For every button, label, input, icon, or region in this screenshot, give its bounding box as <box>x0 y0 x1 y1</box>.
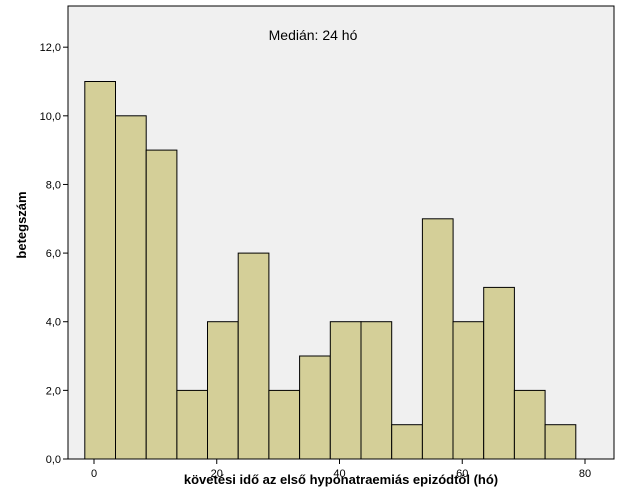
x-ticks-group: 0 20 40 60 80 <box>91 459 591 480</box>
histogram-bar <box>452 321 485 460</box>
histogram-bar <box>513 389 546 460</box>
x-tick-label: 80 <box>579 468 591 480</box>
y-tick-label: 12,0 <box>40 42 61 54</box>
y-tick-label: 0,0 <box>46 454 61 466</box>
y-tick-label: 2,0 <box>46 385 61 397</box>
histogram-bar <box>391 424 423 460</box>
histogram-bar <box>84 81 117 460</box>
histogram-bar <box>237 252 270 460</box>
histogram-bar <box>176 389 209 460</box>
histogram-bar <box>207 321 239 460</box>
histogram-bar <box>115 115 147 460</box>
x-tick-label: 20 <box>211 468 223 480</box>
histogram-bar <box>329 321 362 460</box>
y-tick-label: 6,0 <box>46 248 61 260</box>
y-tick-label: 10,0 <box>40 111 61 123</box>
histogram-bar <box>360 321 393 460</box>
histogram-bar <box>483 286 515 460</box>
bars-group <box>84 81 577 460</box>
x-tick-label: 0 <box>91 468 97 480</box>
histogram-bar <box>421 218 454 460</box>
y-axis-title: betegszám <box>14 191 29 258</box>
histogram-bar <box>268 389 301 460</box>
histogram-bar <box>544 424 577 460</box>
y-tick-label: 8,0 <box>46 179 61 191</box>
x-tick-label: 40 <box>333 468 345 480</box>
histogram-bar <box>299 355 331 460</box>
x-tick-label: 60 <box>456 468 468 480</box>
histogram-bar <box>145 149 178 460</box>
annotation-median: Medián: 24 hó <box>269 27 358 43</box>
y-tick-label: 4,0 <box>46 317 61 329</box>
x-axis-title: követési idő az első hyponatraemiás epiz… <box>184 472 498 487</box>
y-ticks-group: 0,0 2,0 4,0 6,0 8,0 10,0 12,0 <box>40 42 68 466</box>
